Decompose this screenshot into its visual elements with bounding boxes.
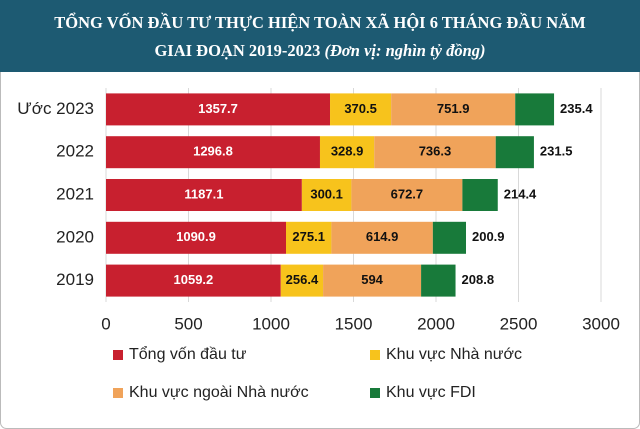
x-tick-label: 1000: [252, 314, 290, 333]
value-label: 208.8: [462, 272, 495, 287]
legend-swatch: [370, 350, 380, 360]
y-tick-label: 2022: [56, 142, 94, 161]
y-tick-label: Ước 2023: [17, 99, 94, 118]
legend-label: Khu vực Nhà nước: [386, 346, 522, 363]
header: [0, 0, 640, 72]
value-label: 256.4: [286, 272, 319, 287]
bar-segment: [301, 179, 352, 211]
x-tick-label: 2000: [417, 314, 455, 333]
bar-segment: [323, 264, 422, 297]
bar-segment: [106, 179, 302, 211]
value-label: 1090.9: [176, 229, 216, 244]
bar-segment: [106, 264, 281, 297]
bar-segment: [106, 136, 320, 169]
y-tick-label: 2019: [56, 270, 94, 289]
value-label: 614.9: [366, 229, 399, 244]
value-label: 231.5: [540, 144, 573, 159]
legend-swatch: [113, 350, 123, 360]
value-label: 1296.8: [193, 144, 233, 159]
value-label: 370.5: [344, 101, 377, 116]
value-label: 328.9: [331, 144, 364, 159]
value-label: 1059.2: [174, 272, 214, 287]
bar-segment: [351, 179, 463, 211]
title-line-2-text: GIAI ĐOẠN 2019-2023: [154, 41, 320, 60]
bar-segment: [495, 136, 534, 169]
x-tick-label: 0: [101, 314, 110, 333]
bar-segment: [391, 93, 516, 126]
y-tick-label: 2020: [56, 227, 94, 246]
bar-segment: [319, 136, 375, 169]
value-label: 751.9: [437, 101, 470, 116]
bar-segment: [421, 264, 456, 297]
value-label: 275.1: [292, 229, 325, 244]
legend-swatch: [113, 388, 123, 398]
bar-segment: [285, 221, 332, 254]
value-label: 1187.1: [184, 186, 223, 201]
bar-segment: [106, 221, 286, 254]
value-label: 200.9: [472, 229, 505, 244]
legend-label: Khu vực FDI: [386, 384, 476, 401]
y-tick-label: 2021: [56, 184, 94, 203]
legend-swatch: [370, 388, 380, 398]
legend-label: Khu vực ngoài Nhà nước: [129, 384, 309, 401]
bar-segment: [106, 93, 331, 126]
value-label: 300.1: [310, 186, 343, 201]
bar-segment: [330, 93, 392, 126]
value-label: 672.7: [391, 186, 424, 201]
value-label: 1357.7: [198, 101, 238, 116]
unit-note: (Đơn vị: nghìn tỷ đồng): [325, 41, 486, 60]
x-tick-label: 2500: [500, 314, 538, 333]
legend-label: Tổng vốn đầu tư: [129, 345, 247, 363]
value-label: 594: [361, 272, 383, 287]
x-tick-label: 3000: [582, 314, 620, 333]
x-tick-label: 1500: [335, 314, 373, 333]
value-label: 736.3: [419, 144, 452, 159]
title-line-2: GIAI ĐOẠN 2019-2023 (Đơn vị: nghìn tỷ đồ…: [154, 41, 485, 60]
bar-segment: [432, 221, 466, 254]
bar-segment: [515, 93, 555, 126]
bar-segment: [280, 264, 324, 297]
bar-segment: [462, 179, 498, 211]
title-line-1: TỔNG VỐN ĐẦU TƯ THỰC HIỆN TOÀN XÃ HỘI 6 …: [54, 12, 586, 32]
bar-segment: [374, 136, 496, 169]
value-label: 235.4: [560, 101, 593, 116]
value-label: 214.4: [504, 186, 537, 201]
x-tick-label: 500: [174, 314, 202, 333]
bar-segment: [331, 221, 433, 254]
